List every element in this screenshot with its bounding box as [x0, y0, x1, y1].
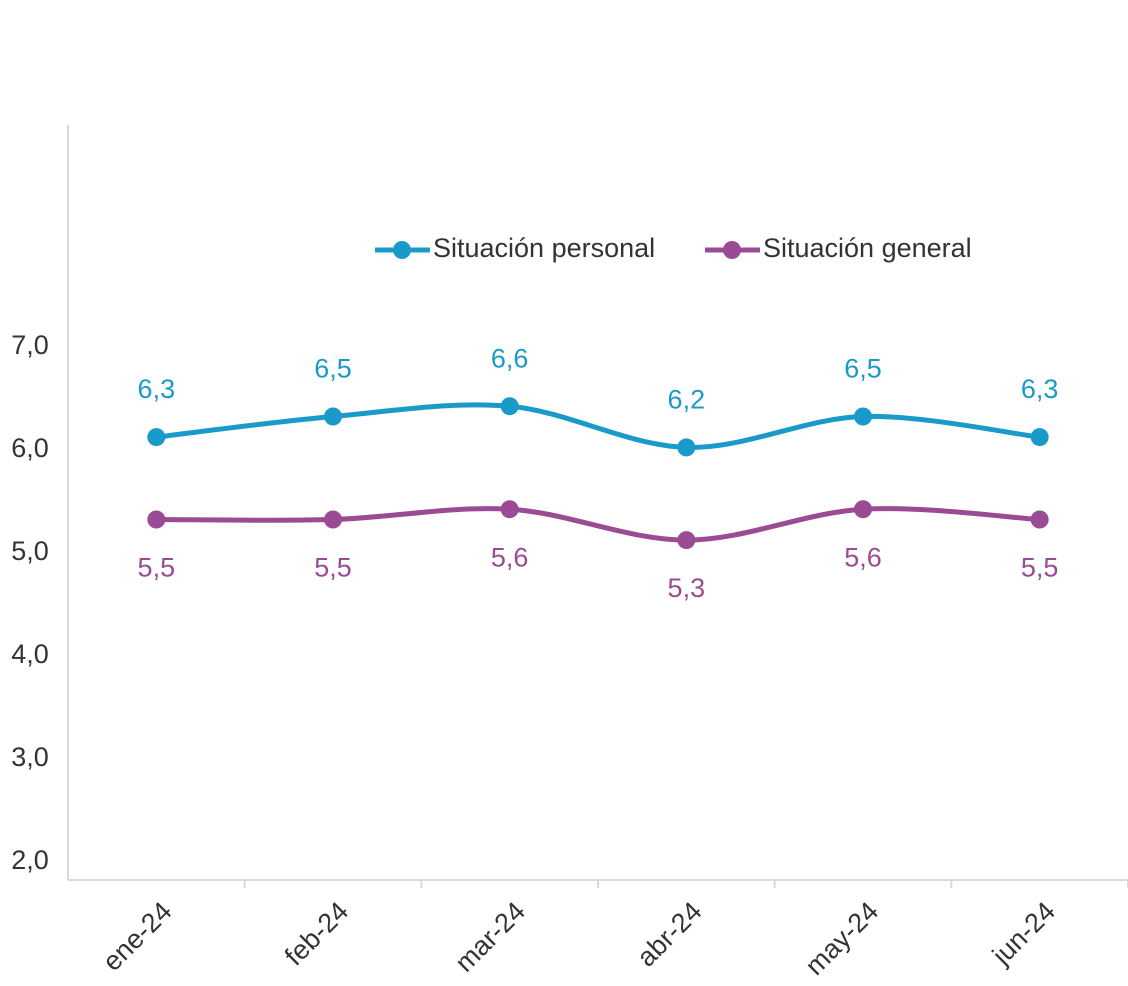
x-tick-label: ene-24 — [97, 896, 178, 977]
x-tick-label: feb-24 — [279, 896, 354, 971]
data-point — [1030, 510, 1049, 529]
data-label: 5,5 — [314, 553, 352, 583]
legend-label: Situación general — [763, 233, 972, 263]
data-point — [147, 510, 166, 529]
data-point — [677, 438, 696, 457]
x-tick-label: jun-24 — [986, 896, 1061, 971]
data-point — [147, 428, 166, 447]
y-tick-label: 5,0 — [11, 536, 49, 566]
data-label: 5,6 — [491, 542, 529, 572]
data-label: 6,3 — [1021, 374, 1059, 404]
y-tick-label: 4,0 — [11, 639, 49, 669]
data-point — [1030, 428, 1049, 447]
x-tick-label: may-24 — [799, 896, 884, 981]
data-point — [677, 531, 696, 550]
legend-label: Situación personal — [433, 233, 655, 263]
data-point — [854, 407, 872, 426]
data-label: 5,3 — [668, 573, 706, 603]
legend-marker — [393, 241, 411, 259]
data-point — [500, 500, 519, 519]
data-label: 6,2 — [668, 385, 706, 415]
series-line — [156, 506, 1040, 543]
data-label: 6,6 — [491, 343, 529, 373]
data-label: 5,5 — [1021, 553, 1059, 583]
x-tick-label: mar-24 — [449, 896, 531, 978]
y-tick-label: 3,0 — [11, 742, 49, 772]
legend-marker — [723, 241, 741, 259]
data-label: 5,5 — [138, 553, 176, 583]
x-tick-label: abr-24 — [631, 896, 707, 972]
data-label: 6,5 — [314, 354, 352, 384]
y-tick-label: 2,0 — [11, 845, 49, 875]
y-tick-label: 6,0 — [11, 433, 49, 463]
data-point — [500, 397, 519, 416]
data-point — [854, 500, 872, 519]
data-point — [324, 407, 342, 426]
data-label: 6,5 — [844, 354, 882, 384]
data-point — [324, 510, 342, 529]
data-label: 6,3 — [138, 374, 176, 404]
data-label: 5,6 — [844, 542, 882, 572]
y-tick-label: 7,0 — [11, 330, 49, 360]
series-line — [156, 402, 1040, 450]
